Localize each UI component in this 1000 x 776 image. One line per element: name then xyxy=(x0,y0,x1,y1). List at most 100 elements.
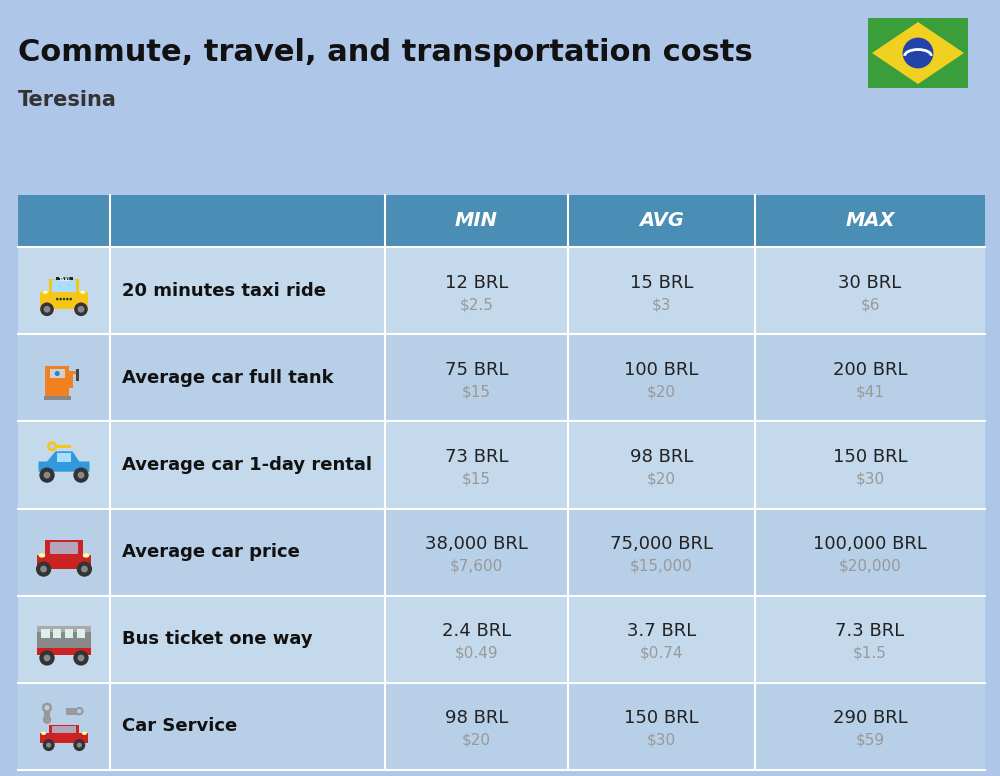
Text: $20: $20 xyxy=(647,471,676,487)
Text: 150 BRL: 150 BRL xyxy=(833,448,907,466)
Text: MIN: MIN xyxy=(455,212,498,230)
Bar xyxy=(18,247,985,334)
Bar xyxy=(77,629,85,638)
Text: Commute, travel, and transportation costs: Commute, travel, and transportation cost… xyxy=(18,38,753,67)
Circle shape xyxy=(50,444,55,449)
Bar xyxy=(40,733,88,743)
Text: 100 BRL: 100 BRL xyxy=(624,361,699,379)
Bar xyxy=(50,369,65,378)
Circle shape xyxy=(47,441,57,452)
Circle shape xyxy=(39,650,55,666)
Circle shape xyxy=(66,298,69,300)
Text: 150 BRL: 150 BRL xyxy=(624,709,699,727)
Text: 290 BRL: 290 BRL xyxy=(833,709,907,727)
Text: $59: $59 xyxy=(855,733,885,748)
Circle shape xyxy=(36,561,51,577)
Bar xyxy=(37,648,91,654)
Circle shape xyxy=(44,654,50,661)
Bar xyxy=(18,508,985,596)
Bar xyxy=(56,445,71,448)
Text: Teresina: Teresina xyxy=(18,90,117,110)
Text: AVG: AVG xyxy=(639,212,684,230)
Bar xyxy=(44,708,50,723)
Text: Average car full tank: Average car full tank xyxy=(122,369,334,386)
Bar xyxy=(18,195,385,247)
Bar xyxy=(37,625,91,632)
Polygon shape xyxy=(38,452,90,472)
Text: 2.4 BRL: 2.4 BRL xyxy=(442,622,511,640)
Bar xyxy=(868,18,968,88)
Text: $1.5: $1.5 xyxy=(853,646,887,660)
Text: 12 BRL: 12 BRL xyxy=(445,274,508,292)
Circle shape xyxy=(43,740,55,751)
Circle shape xyxy=(39,467,55,483)
Circle shape xyxy=(44,306,50,313)
Circle shape xyxy=(77,709,81,713)
Circle shape xyxy=(78,654,84,661)
Circle shape xyxy=(903,37,933,68)
Circle shape xyxy=(46,743,51,747)
Text: $20: $20 xyxy=(647,384,676,399)
Text: 3.7 BRL: 3.7 BRL xyxy=(627,622,696,640)
Text: $6: $6 xyxy=(860,297,880,312)
Text: TAXI: TAXI xyxy=(58,276,70,282)
Bar xyxy=(52,726,76,733)
Circle shape xyxy=(77,561,92,577)
Bar xyxy=(50,542,78,554)
Text: $15,000: $15,000 xyxy=(630,559,693,573)
Bar xyxy=(37,556,91,569)
Circle shape xyxy=(77,743,82,747)
Text: 30 BRL: 30 BRL xyxy=(838,274,902,292)
Text: $20,000: $20,000 xyxy=(839,559,901,573)
Bar xyxy=(37,625,91,654)
Ellipse shape xyxy=(82,732,87,735)
Circle shape xyxy=(40,303,54,316)
Text: 73 BRL: 73 BRL xyxy=(445,448,508,466)
Text: $0.74: $0.74 xyxy=(640,646,683,660)
Circle shape xyxy=(55,371,60,376)
Bar xyxy=(41,629,50,638)
Bar xyxy=(66,708,81,715)
Circle shape xyxy=(78,306,84,313)
Text: MAX: MAX xyxy=(845,212,895,230)
Text: $3: $3 xyxy=(652,297,671,312)
Bar xyxy=(53,629,61,638)
Text: $2.5: $2.5 xyxy=(460,297,493,312)
Circle shape xyxy=(56,298,58,300)
Circle shape xyxy=(73,650,89,666)
Bar xyxy=(49,725,79,733)
Text: 98 BRL: 98 BRL xyxy=(445,709,508,727)
Bar xyxy=(71,371,78,374)
Circle shape xyxy=(73,740,85,751)
Text: $15: $15 xyxy=(462,384,491,399)
Circle shape xyxy=(44,472,50,479)
Ellipse shape xyxy=(43,290,48,294)
Circle shape xyxy=(42,702,52,713)
Text: 38,000 BRL: 38,000 BRL xyxy=(425,535,528,553)
Circle shape xyxy=(44,705,50,710)
Circle shape xyxy=(63,298,65,300)
Bar xyxy=(49,279,79,293)
Text: $41: $41 xyxy=(856,384,885,399)
Circle shape xyxy=(59,298,62,300)
Bar xyxy=(18,334,985,421)
Bar xyxy=(52,280,76,293)
Text: $15: $15 xyxy=(462,471,491,487)
Bar xyxy=(65,629,73,638)
Bar xyxy=(40,293,88,310)
Text: 75,000 BRL: 75,000 BRL xyxy=(610,535,713,553)
Bar xyxy=(76,369,79,381)
Ellipse shape xyxy=(80,290,85,294)
Text: $0.49: $0.49 xyxy=(455,646,498,660)
Text: Average car price: Average car price xyxy=(122,543,300,561)
Bar xyxy=(18,421,985,508)
Text: 100,000 BRL: 100,000 BRL xyxy=(813,535,927,553)
Text: 75 BRL: 75 BRL xyxy=(445,361,508,379)
Text: 7.3 BRL: 7.3 BRL xyxy=(835,622,905,640)
Text: $30: $30 xyxy=(647,733,676,748)
Text: 98 BRL: 98 BRL xyxy=(630,448,693,466)
Text: $30: $30 xyxy=(855,471,885,487)
Text: 200 BRL: 200 BRL xyxy=(833,361,907,379)
Bar xyxy=(45,540,83,556)
Text: $7,600: $7,600 xyxy=(450,559,503,573)
